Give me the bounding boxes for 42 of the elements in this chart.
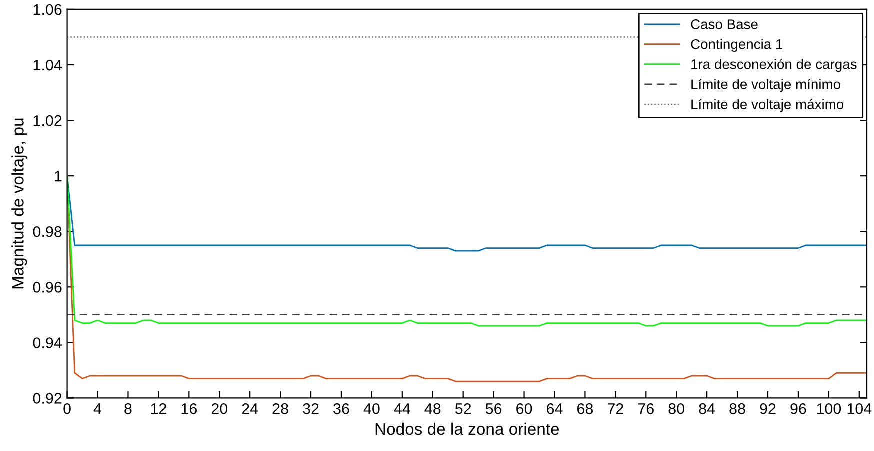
legend-label: Límite de voltaje mínimo (692, 79, 840, 92)
x-tick-label: 76 (638, 404, 654, 414)
x-tick-label: 16 (182, 404, 197, 414)
x-tick-label: 12 (151, 404, 166, 414)
y-axis-title: Magnitud de voltaje, pu (12, 118, 28, 289)
legend-label: Caso Base (691, 20, 758, 30)
y-tick-label: 0.92 (33, 393, 62, 404)
x-tick-label: 0 (64, 404, 71, 414)
x-tick-label: 88 (730, 404, 746, 414)
x-tick-label: 68 (577, 404, 594, 414)
x-tick-label: 48 (424, 404, 441, 414)
y-tick-label: 0.94 (33, 338, 62, 348)
x-tick-label: 80 (668, 404, 684, 414)
x-tick-label: 36 (334, 404, 350, 414)
y-tick-label: 0.98 (33, 226, 62, 238)
y-tick-label: 1.02 (34, 115, 62, 126)
y-tick-label: 1.04 (34, 60, 62, 71)
x-tick-label: 4 (94, 404, 102, 414)
x-axis-title: Nodos de la zona oriente (376, 422, 560, 436)
x-tick-label: 92 (760, 404, 776, 414)
y-tick-label: 0.96 (33, 282, 62, 293)
x-tick-label: 8 (124, 404, 132, 414)
x-tick-label: 40 (364, 404, 380, 414)
x-tick-label: 100 (817, 404, 842, 414)
x-tick-label: 64 (547, 404, 563, 414)
x-tick-label: 28 (272, 404, 288, 414)
x-tick-label: 60 (516, 404, 532, 414)
x-tick-label: 72 (608, 404, 624, 414)
x-tick-label: 32 (303, 404, 319, 414)
x-tick-label: 84 (699, 404, 716, 414)
y-tick-label: 1 (55, 171, 62, 182)
x-tick-label: 96 (790, 404, 806, 414)
x-tick-label: 44 (394, 404, 410, 414)
legend-label: 1ra desconexión de cargas (692, 58, 857, 72)
x-tick-label: 20 (212, 404, 228, 414)
y-tick-label: 1.06 (34, 4, 62, 16)
x-tick-label: 56 (486, 404, 502, 414)
x-tick-label: 104 (848, 404, 872, 414)
legend-label: Límite de voltaje máximo (692, 99, 844, 112)
x-tick-label: 24 (242, 404, 258, 414)
legend-label: Contingencia 1 (691, 39, 783, 52)
x-tick-label: 52 (455, 404, 472, 414)
